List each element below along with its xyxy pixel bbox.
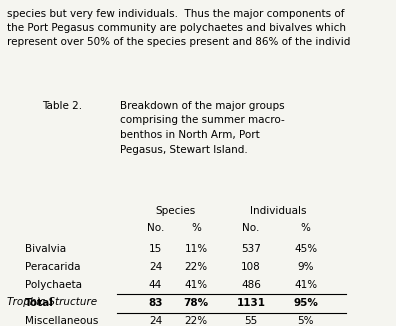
Text: 11%: 11% <box>185 244 208 254</box>
Text: 55: 55 <box>244 317 257 326</box>
Text: 95%: 95% <box>293 298 318 308</box>
Text: species but very few individuals.  Thus the major components of
the Port Pegasus: species but very few individuals. Thus t… <box>7 9 350 47</box>
Text: 78%: 78% <box>184 298 209 308</box>
Text: 24: 24 <box>149 317 162 326</box>
Text: 15: 15 <box>149 244 162 254</box>
Text: No.: No. <box>242 223 260 233</box>
Text: 41%: 41% <box>185 280 208 290</box>
Text: 22%: 22% <box>185 262 208 272</box>
Text: Peracarida: Peracarida <box>25 262 80 272</box>
Text: 108: 108 <box>241 262 261 272</box>
Text: No.: No. <box>147 223 164 233</box>
Text: 537: 537 <box>241 244 261 254</box>
Text: Total: Total <box>25 298 53 308</box>
Text: 1131: 1131 <box>236 298 265 308</box>
Text: Polychaeta: Polychaeta <box>25 280 82 290</box>
Text: Breakdown of the major groups
comprising the summer macro-
benthos in North Arm,: Breakdown of the major groups comprising… <box>120 100 285 155</box>
Text: Trophic Structure: Trophic Structure <box>7 297 97 307</box>
Text: 83: 83 <box>148 298 163 308</box>
Text: 5%: 5% <box>297 317 314 326</box>
Text: 41%: 41% <box>294 280 317 290</box>
Text: 486: 486 <box>241 280 261 290</box>
Text: Individuals: Individuals <box>250 206 307 216</box>
Text: Miscellaneous: Miscellaneous <box>25 317 98 326</box>
Text: Bivalvia: Bivalvia <box>25 244 66 254</box>
Text: Species: Species <box>156 206 196 216</box>
Text: 22%: 22% <box>185 317 208 326</box>
Text: 45%: 45% <box>294 244 317 254</box>
Text: 44: 44 <box>149 280 162 290</box>
Text: Table 2.: Table 2. <box>42 100 82 111</box>
Text: %: % <box>301 223 310 233</box>
Text: 9%: 9% <box>297 262 314 272</box>
Text: %: % <box>191 223 201 233</box>
Text: 24: 24 <box>149 262 162 272</box>
